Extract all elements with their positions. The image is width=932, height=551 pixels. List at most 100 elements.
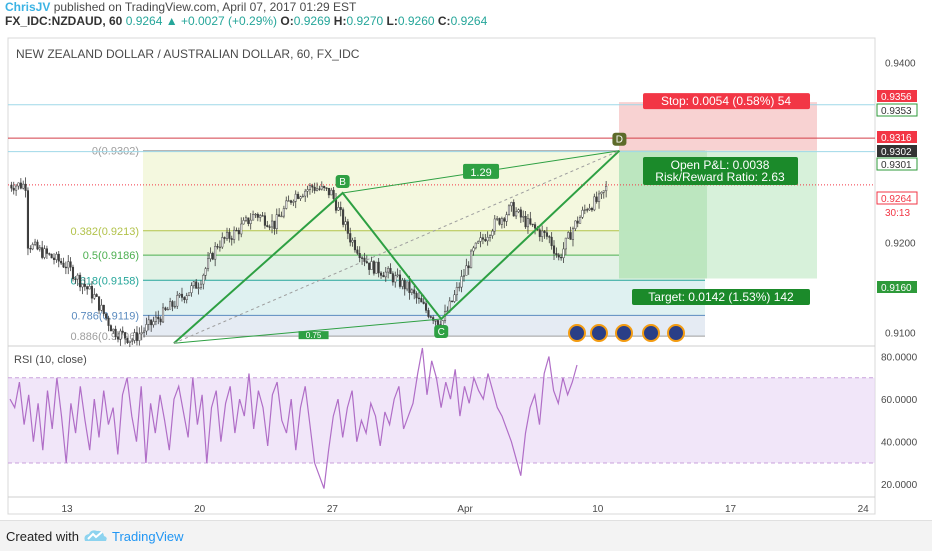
candle-body [223,237,226,239]
pattern-point-badge [434,325,449,338]
candle-body [349,233,352,243]
candle-body [496,218,499,220]
candle-body [512,202,515,217]
candle-body [394,275,397,283]
candle-body [180,293,184,298]
candle-body [202,275,205,285]
candle-body [398,274,402,287]
time-tick-label: 13 [61,504,73,515]
candle-body [100,304,103,311]
created-with-label: Created with [6,529,79,544]
candle-body [593,196,596,211]
footer-bar: Created with TradingView [0,520,932,551]
candle-body [382,275,385,278]
candle-body [114,328,117,338]
candle-body [408,281,411,293]
candle-body [436,320,439,325]
candle-body [534,224,537,229]
ohlc-line: FX_IDC:NZDAUD, 60 0.9264 ▲ +0.0027 (+0.2… [5,14,925,28]
time-tick-label: 17 [725,504,737,515]
candle-body [406,281,409,290]
candle-body [545,232,548,237]
candle-body [230,238,233,240]
candle-body [171,301,174,307]
candle-body [116,336,120,340]
ratio-badge [463,163,500,179]
candle-body [552,245,556,254]
pnl-badge [643,157,798,185]
candle-body [176,295,179,307]
candle-body [62,262,65,268]
candle-body [507,205,511,215]
candle-body [597,193,601,202]
candle-body [164,307,167,310]
candle-body [235,229,238,232]
rsi-band [8,377,875,463]
candle-body [493,218,496,232]
price-tag-label: 0.9160 [881,283,912,294]
candle-body [297,193,300,199]
candle-body [97,296,101,311]
candle-body [417,297,420,300]
candle-body [583,209,586,211]
chart-canvas[interactable]: NEW ZEALAND DOLLAR / AUSTRALIAN DOLLAR, … [0,0,932,520]
pattern-point-badge [335,175,350,188]
candle-body [491,230,494,236]
price-tag-label: 0.9301 [881,160,912,171]
candle-body [541,230,544,237]
candle-body [488,235,492,238]
candle-body [472,247,475,252]
author-link[interactable]: ChrisJV [5,0,51,14]
candle-body [567,232,570,239]
candle-body [197,287,200,289]
candle-body [209,252,212,260]
candle-body [458,286,461,289]
publish-line: ChrisJV published on TradingView.com, Ap… [5,0,925,14]
candle-body [339,207,342,210]
candle-body [422,301,425,304]
flag-au-event-icon [568,324,586,342]
candle-body [413,289,416,294]
pattern-legs [173,149,621,345]
change-value: +0.0027 (+0.29%) [180,14,278,28]
price-tag [877,145,917,157]
candle-body [465,265,468,276]
candle-body [427,310,430,317]
flag-au-event-icon [642,324,660,342]
candle-body [247,217,250,224]
candle-body [410,289,413,293]
candle-body [282,208,285,217]
candle-body [273,220,276,229]
candle-body [145,324,148,332]
price-tag-label: 0.9356 [881,92,912,103]
pattern-point-label: B [339,177,346,188]
candle-body [581,209,584,218]
price-tag [876,191,918,205]
candle-body [586,209,589,211]
candle-body [401,280,404,287]
candle-body [595,196,598,202]
candle-body [280,215,283,218]
candle-body [109,325,112,332]
stop-zone [619,102,817,151]
candle-body [199,283,202,288]
candle-body [474,242,477,249]
candle-body [83,283,86,287]
candle-body [515,211,518,217]
candle-body [211,252,214,260]
candle-body [384,271,387,278]
candle-body [308,185,311,190]
candle-body [17,182,20,187]
tradingview-brand[interactable]: TradingView [112,529,184,544]
candle-body [71,266,75,280]
candle-body [244,217,248,221]
pattern-xd-line [173,150,620,344]
time-tick-label: 20 [194,504,206,515]
candle-body [590,208,593,211]
candle-body [562,248,565,259]
price-tag [877,281,917,293]
candle-body [26,190,30,249]
candle-body [150,319,153,326]
candle-body [346,221,349,234]
candle-body [356,249,359,254]
